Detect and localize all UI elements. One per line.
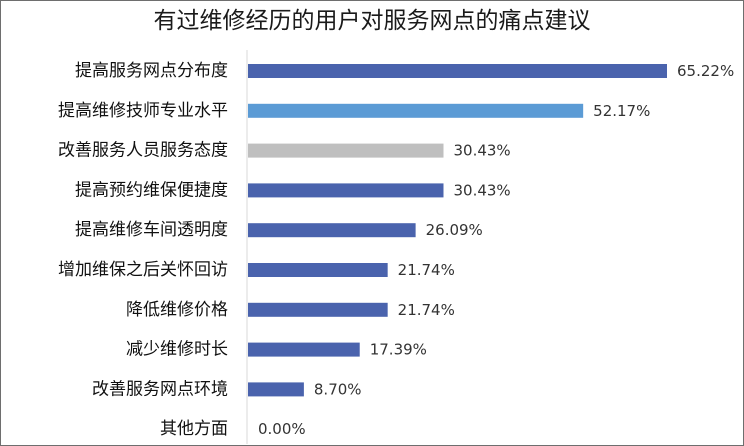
value-label: 65.22% (677, 62, 734, 80)
bar (248, 382, 304, 397)
bar (248, 103, 584, 118)
value-label: 0.00% (258, 420, 306, 438)
category-label: 改善服务人员服务态度 (58, 141, 228, 161)
bar (248, 263, 388, 277)
bar (248, 64, 667, 78)
bar (248, 342, 360, 357)
category-label: 减少维修时长 (126, 340, 228, 360)
value-label: 21.74% (398, 261, 455, 279)
bar (248, 183, 444, 198)
bar (248, 302, 388, 317)
value-label: 30.43% (453, 142, 510, 160)
category-label: 提高预约维保便捷度 (75, 180, 228, 200)
category-label: 改善服务网点环境 (92, 379, 228, 399)
value-label: 30.43% (453, 181, 510, 199)
value-label: 26.09% (426, 221, 483, 239)
chart-title: 有过维修经历的用户对服务网点的痛点建议 (153, 8, 591, 34)
value-label: 21.74% (398, 301, 455, 319)
category-label: 提高服务网点分布度 (75, 61, 228, 81)
value-label: 17.39% (370, 341, 427, 359)
bar (248, 223, 416, 238)
category-label: 其他方面 (160, 419, 228, 439)
category-label: 提高维修车间透明度 (75, 220, 228, 240)
category-label: 提高维修技师专业水平 (58, 101, 228, 121)
category-label: 降低维修价格 (126, 300, 228, 320)
value-label: 8.70% (314, 380, 362, 398)
value-label: 52.17% (593, 102, 650, 120)
category-label: 增加维保之后关怀回访 (58, 260, 228, 280)
bar (248, 143, 444, 158)
